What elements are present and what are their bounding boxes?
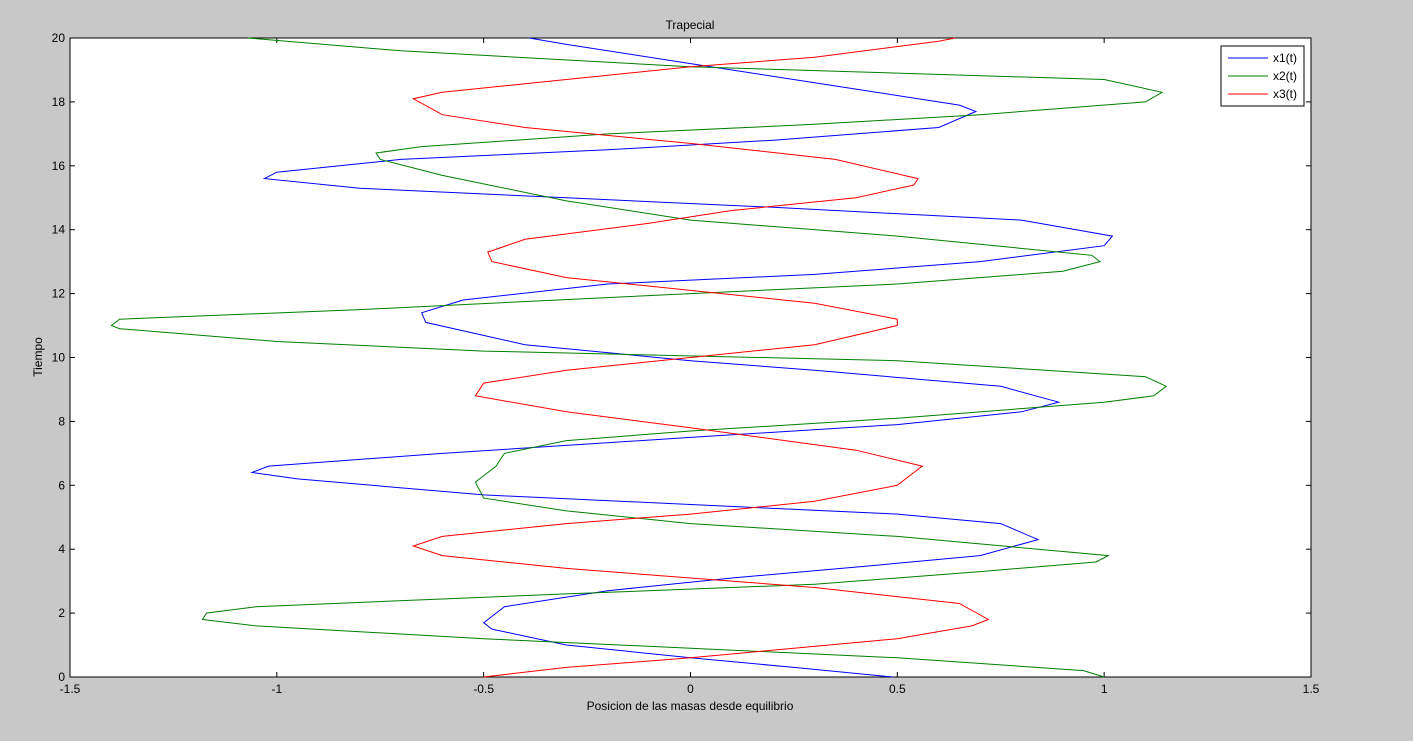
x-tick-label: -1.5	[60, 682, 81, 696]
x-tick-label: -0.5	[473, 682, 494, 696]
y-tick-label: 20	[52, 31, 66, 45]
y-tick-label: 14	[52, 223, 66, 237]
axis-ticks: -1.5 -1 -0.5 0 0.5 1 1.5 0 2 4 6 8 10 12 14 16 18 20	[52, 31, 1320, 696]
y-tick-label: 0	[58, 670, 65, 684]
y-tick-label: 12	[52, 287, 66, 301]
y-tick-label: 6	[58, 478, 65, 492]
legend-label: x3(t)	[1273, 87, 1297, 101]
legend-label: x1(t)	[1273, 51, 1297, 65]
y-tick-label: 10	[52, 351, 66, 365]
y-axis-label: Tiempo	[31, 337, 45, 377]
chart-title: Trapecial	[666, 18, 715, 32]
y-tick-label: 4	[58, 542, 65, 556]
x-tick-label: -1	[271, 682, 282, 696]
y-tick-label: 2	[58, 606, 65, 620]
x-tick-label: 1	[1101, 682, 1108, 696]
series-layer	[110, 37, 1168, 678]
y-tick-label: 8	[58, 414, 65, 428]
y-tick-label: 16	[52, 159, 66, 173]
series-line-x2t	[110, 37, 1168, 678]
legend-label: x2(t)	[1273, 69, 1297, 83]
x-tick-label: 0	[687, 682, 694, 696]
x-tick-label: 0.5	[889, 682, 906, 696]
x-axis-label: Posicion de las masas desde equilibrio	[587, 699, 794, 713]
y-tick-label: 18	[52, 95, 66, 109]
series-line-x3t	[411, 37, 990, 678]
x-tick-label: 1.5	[1303, 682, 1320, 696]
series-line-x1t	[250, 37, 1114, 678]
legend: x1(t) x2(t) x3(t)	[1220, 45, 1305, 107]
